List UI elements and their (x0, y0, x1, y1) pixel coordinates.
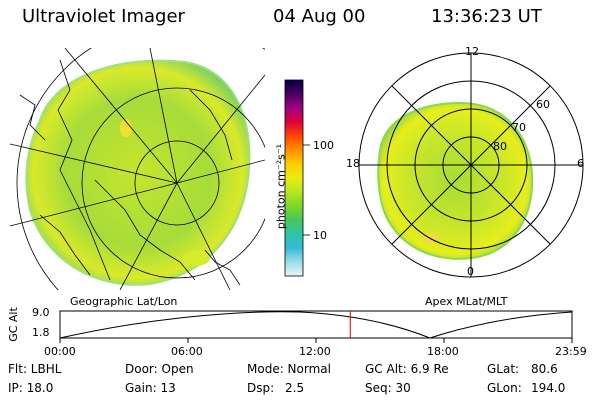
colorbar-unit-label: photon cm⁻²s⁻¹ (274, 143, 288, 230)
glat-label: GLat: (487, 362, 520, 376)
timeline-y-top: 9.0 (32, 306, 50, 319)
altitude-timeline (59, 310, 573, 343)
instrument-title: Ultraviolet Imager (22, 6, 185, 27)
mlt-label-18: 18 (346, 157, 360, 170)
colorbar (284, 79, 304, 277)
glon-value: 194.0 (531, 381, 566, 395)
mode-info: Mode: Normal (247, 362, 331, 376)
mlt-label-6: 6 (577, 157, 584, 170)
timeline-axis-label: GC Alt (6, 307, 20, 342)
filter-info: Flt: LBHL (8, 362, 62, 376)
date-label: 04 Aug 00 (273, 6, 366, 27)
timeline-tick-0: 00:00 (44, 345, 76, 358)
door-info: Door: Open (125, 362, 194, 376)
timeline-tick-2: 12:00 (299, 345, 331, 358)
geographic-image (10, 48, 265, 290)
mlat-label-70: 70 (512, 121, 526, 134)
glat-value: 80.6 (531, 362, 558, 376)
gain-info: Gain: 13 (125, 381, 176, 395)
timeline-tick-3: 18:00 (427, 345, 459, 358)
gc-alt-info: GC Alt: 6.9 Re (365, 362, 449, 376)
colorbar-tick-10: 10 (313, 229, 327, 242)
dsp-label: Dsp: (247, 381, 275, 395)
mlat-label-80: 80 (493, 140, 507, 153)
left-panel-caption: Geographic Lat/Lon (70, 295, 178, 308)
ip-info: IP: 18.0 (8, 381, 54, 395)
timeline-tick-1: 06:00 (171, 345, 203, 358)
mlt-label-12: 12 (465, 45, 479, 58)
time-label: 13:36:23 UT (431, 6, 542, 27)
dsp-value: 2.5 (285, 381, 305, 395)
seq-info: Seq: 30 (365, 381, 411, 395)
glon-label: GLon: (487, 381, 522, 395)
mlat-label-60: 60 (536, 98, 550, 111)
timeline-tick-4: 23:59 (555, 345, 587, 358)
right-panel-caption: Apex MLat/MLT (425, 295, 508, 308)
apex-polar-plot (358, 52, 584, 278)
altitude-curve (59, 311, 573, 339)
timeline-y-bottom: 1.8 (32, 326, 50, 339)
mlt-label-0: 0 (467, 265, 474, 278)
colorbar-tick-100: 100 (313, 139, 334, 152)
